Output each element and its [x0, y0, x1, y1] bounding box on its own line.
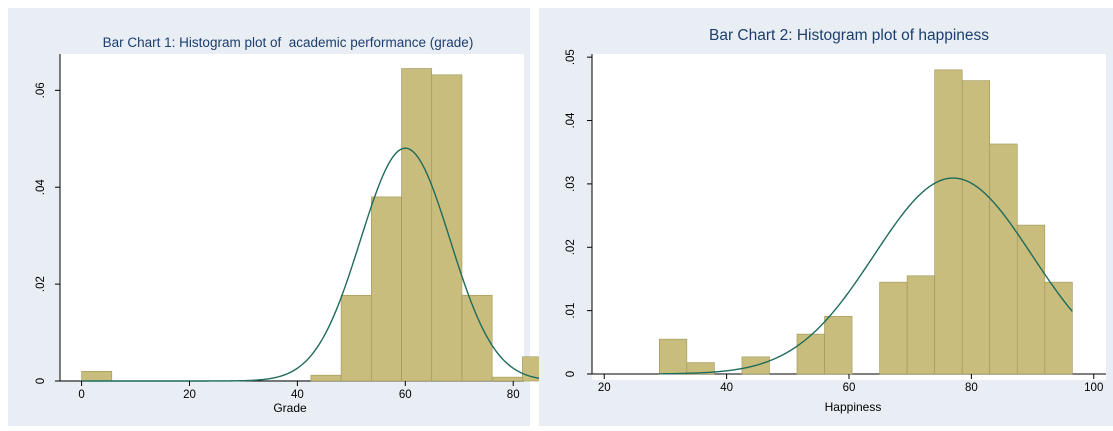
- chart-1-y-tick-label-1: .02: [35, 276, 47, 292]
- chart-1-y-tick-label-2: .04: [35, 179, 47, 196]
- chart-1-y-tick-label-0: 0: [35, 378, 47, 384]
- chart-1-bar-1: [310, 374, 342, 382]
- chart-2-x-tick-label-0: 20: [598, 382, 611, 394]
- chart-2-bar-8: [879, 281, 908, 375]
- chart-2-bar-6: [824, 316, 853, 375]
- chart-1-bars: [81, 68, 553, 382]
- chart-2-bar-13: [1016, 224, 1046, 375]
- chart-2-y-tick-label-0: 0: [565, 371, 577, 377]
- chart-1: Bar Chart 1: Histogram plot of academic …: [8, 8, 553, 426]
- chart-2-bar-1: [686, 362, 715, 375]
- chart-2-x-tick-label-2: 60: [843, 382, 856, 394]
- chart-2-x-tick-label-3: 80: [965, 382, 978, 394]
- chart-1-x-tick-label-1: 20: [183, 389, 196, 401]
- chart-2: Bar Chart 2: Histogram plot of happiness…: [539, 8, 1113, 426]
- chart-2-bar-0: [659, 338, 688, 375]
- chart-1-x-tick-label-0: 0: [78, 389, 84, 401]
- chart-1-bar-7: [491, 376, 523, 382]
- chart-1-bar-0: [81, 371, 113, 382]
- chart-2-x-tick-label-4: 100: [1084, 382, 1103, 394]
- chart-2-x-axis-label: Happiness: [825, 400, 882, 414]
- chart-1-bar-3: [371, 196, 402, 382]
- chart-2-y-tick-label-4: .04: [565, 112, 577, 129]
- chart-2-title: Bar Chart 2: Histogram plot of happiness: [709, 27, 989, 44]
- chart-1-bar-2: [340, 294, 372, 382]
- chart-1-bar-4: [401, 68, 433, 382]
- chart-1-x-tick-label-4: 80: [507, 389, 520, 401]
- chart-2-y-tick-label-1: .01: [565, 303, 577, 319]
- chart-1-x-axis-label: Grade: [273, 401, 307, 415]
- chart-2-y-tick-label-5: .05: [565, 49, 577, 65]
- chart-2-bar-10: [934, 69, 963, 375]
- chart-2-normal-curve: [659, 177, 1073, 375]
- chart-2-x-tick-label-1: 40: [720, 382, 733, 394]
- chart-1-x-tick-label-3: 60: [399, 389, 412, 401]
- chart-2-bars: [659, 69, 1073, 375]
- chart-2-y-tick-label-2: .02: [565, 239, 577, 255]
- chart-2-y-tick-label-3: .03: [565, 176, 577, 192]
- chart-1-title: Bar Chart 1: Histogram plot of academic …: [103, 35, 474, 50]
- chart-2-bar-14: [1044, 281, 1073, 375]
- chart-1-normal-curve: [81, 147, 553, 382]
- chart-2-ticks: 20 40 60 80 100 0 .01 .02 .03 .04 .05: [565, 49, 1103, 394]
- chart-1-ticks: 0 20 40 60 80 0 .02 .04 .06: [35, 82, 520, 401]
- chart-2-bar-5: [796, 333, 825, 375]
- chart-2-bar-11: [961, 80, 991, 375]
- chart-2-bar-9: [906, 275, 935, 375]
- chart-1-x-tick-label-2: 40: [291, 389, 304, 401]
- chart-1-y-tick-label-3: .06: [35, 82, 47, 98]
- chart-2-bar-12: [989, 143, 1018, 375]
